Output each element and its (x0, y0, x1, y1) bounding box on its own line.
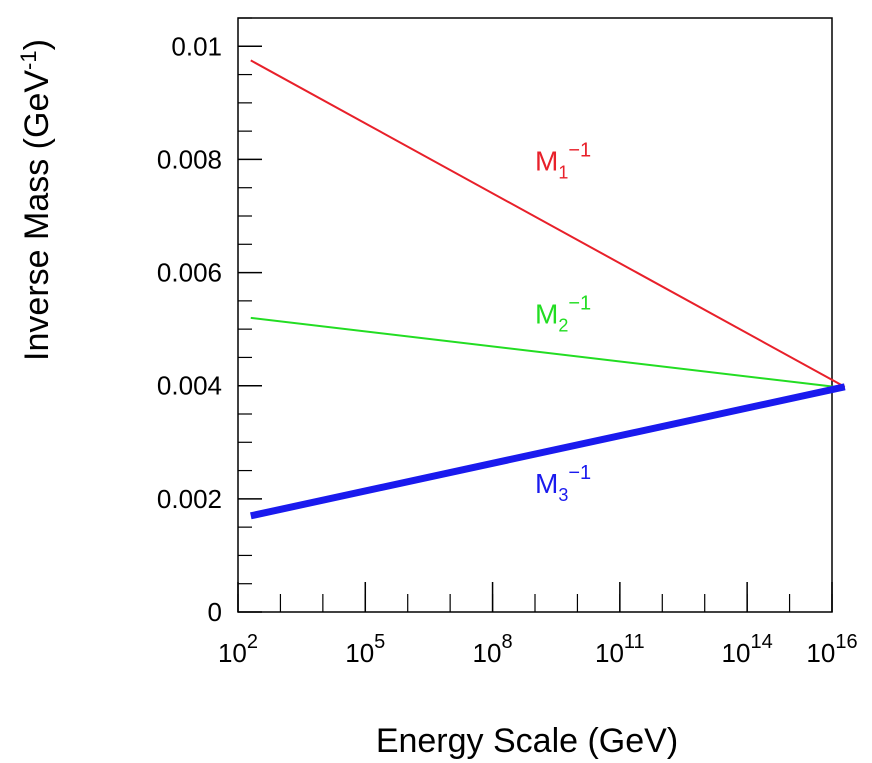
series-line-3 (250, 383, 846, 520)
x-tick-base: 10 (722, 638, 751, 668)
series-label-main: M (535, 298, 558, 329)
series-line-2 (250, 316, 845, 389)
x-tick-label: 108 (473, 631, 513, 668)
series-label-main: M (535, 146, 558, 177)
x-tick-exp: 5 (374, 631, 385, 653)
series-line-1 (250, 59, 846, 388)
x-axis-title: Energy Scale (GeV) (376, 722, 678, 760)
series-label-2: M2−1 (535, 292, 591, 335)
series-label-1: M1−1 (535, 140, 591, 183)
series-label-sup: −1 (568, 140, 591, 162)
x-axis: 102 105 108 1011 1014 1016 (218, 582, 858, 668)
x-tick-label: 102 (218, 631, 258, 668)
series-label-sub: 3 (558, 485, 568, 505)
series-label-3: M3−1 (535, 462, 591, 505)
x-tick-label: 1011 (595, 631, 645, 668)
x-tick-label: 105 (345, 631, 385, 668)
x-tick-base: 10 (218, 638, 247, 668)
x-tick-exp: 16 (835, 631, 857, 653)
y-tick-label: 0.002 (157, 484, 222, 514)
x-tick-exp: 14 (750, 631, 772, 653)
series-label-sub: 1 (558, 163, 568, 183)
series-label-sup: −1 (568, 462, 591, 484)
x-tick-exp: 2 (247, 631, 258, 653)
x-tick-base: 10 (806, 638, 835, 668)
series-label-main: M (535, 468, 558, 499)
series-label-sup: −1 (568, 292, 591, 314)
y-axis-title: Inverse Mass (GeV-1) (16, 39, 56, 361)
x-tick-label: 1016 (806, 631, 857, 668)
series-labels: M1−1M2−1M3−1 (535, 140, 591, 505)
x-tick-base: 10 (595, 638, 624, 668)
y-tick-label: 0.008 (157, 144, 222, 174)
y-tick-label: 0 (208, 597, 222, 627)
x-tick-label: 1014 (722, 631, 773, 668)
y-tick-label: 0.006 (157, 258, 222, 288)
x-tick-base: 10 (473, 638, 502, 668)
y-tick-label: 0.01 (171, 31, 222, 61)
series-label-sub: 2 (558, 315, 568, 335)
x-tick-exp: 8 (501, 631, 512, 653)
y-axis: 0 0.002 0.004 0.006 0.008 0.01 (157, 17, 262, 627)
series-lines (250, 59, 846, 520)
y-tick-label: 0.004 (157, 371, 222, 401)
y-axis-title-close: ) (18, 39, 56, 50)
y-axis-title-sup: -1 (16, 50, 41, 70)
y-axis-title-main: Inverse Mass (GeV (18, 70, 56, 361)
x-tick-exp: 11 (624, 631, 645, 653)
x-tick-base: 10 (345, 638, 374, 668)
